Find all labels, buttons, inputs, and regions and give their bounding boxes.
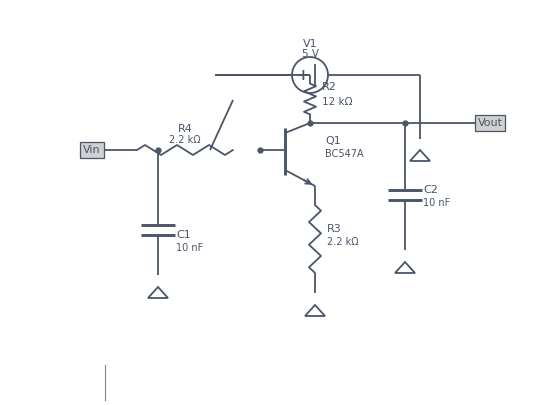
Text: http://circuitlab.com/cw2mdrc: http://circuitlab.com/cw2mdrc bbox=[112, 385, 259, 395]
Text: +: + bbox=[296, 68, 309, 83]
Text: Vout: Vout bbox=[477, 118, 503, 128]
Text: R2: R2 bbox=[322, 82, 337, 92]
Text: R4: R4 bbox=[178, 124, 192, 134]
Text: —∼—⊣—LAB: —∼—⊣—LAB bbox=[8, 382, 64, 392]
Text: 5 V: 5 V bbox=[301, 49, 319, 59]
Text: Octavian Enachi (tibijay) / Circ. TLV cu cuplaj in c.c. si un condensator de acc: Octavian Enachi (tibijay) / Circ. TLV cu… bbox=[112, 370, 523, 380]
Text: C2: C2 bbox=[423, 185, 438, 195]
Text: 2.2 kΩ: 2.2 kΩ bbox=[169, 135, 201, 145]
Text: Q1: Q1 bbox=[325, 136, 341, 146]
Text: BC547A: BC547A bbox=[325, 149, 363, 159]
Text: Vin: Vin bbox=[83, 145, 101, 155]
Text: 2.2 kΩ: 2.2 kΩ bbox=[327, 237, 359, 247]
Text: V1: V1 bbox=[303, 39, 318, 49]
Text: C1: C1 bbox=[176, 230, 191, 240]
Text: 10 nF: 10 nF bbox=[423, 198, 450, 208]
Text: CIRCUIT: CIRCUIT bbox=[8, 368, 57, 378]
Text: 12 kΩ: 12 kΩ bbox=[322, 97, 353, 107]
Text: 10 nF: 10 nF bbox=[176, 243, 203, 253]
Text: R3: R3 bbox=[327, 224, 342, 234]
